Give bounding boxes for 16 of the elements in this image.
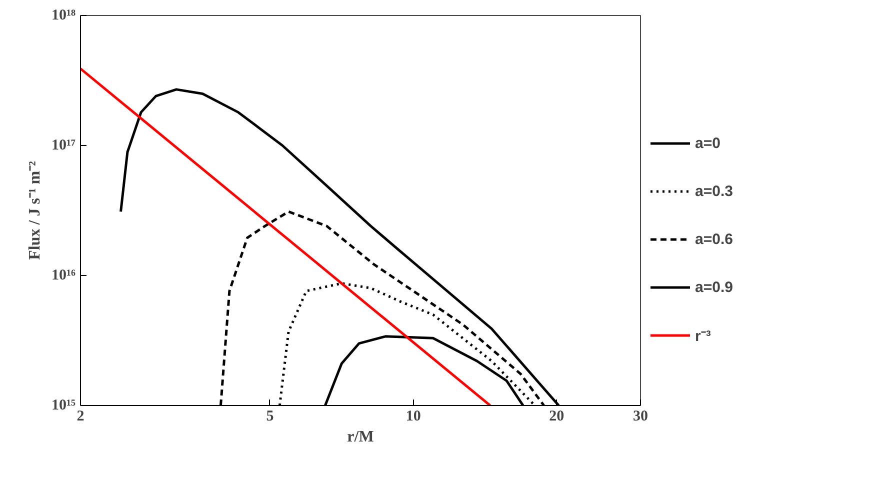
legend-label: a=0.3 — [695, 182, 734, 200]
x-tick-label: 10 — [406, 408, 421, 424]
y-axis-title: Flux / J s⁻¹ m⁻² — [26, 160, 44, 260]
x-tick-label: 20 — [549, 408, 564, 424]
legend-label: a=0.9 — [695, 278, 734, 296]
x-tick-label: 2 — [76, 408, 84, 424]
y-tick-label: 10¹⁶ — [52, 268, 76, 284]
y-tick-label: 10¹⁷ — [52, 138, 76, 154]
y-tick-label: 10¹⁸ — [52, 8, 76, 24]
x-tick-label: 5 — [266, 408, 274, 424]
legend-label: a=0.6 — [695, 230, 734, 248]
legend-label: r⁻³ — [695, 327, 712, 345]
y-tick-label: 10¹⁵ — [52, 398, 76, 414]
x-axis-title: r/M — [347, 428, 374, 446]
legend-label: a=0 — [695, 134, 722, 152]
x-tick-label: 30 — [633, 408, 648, 424]
